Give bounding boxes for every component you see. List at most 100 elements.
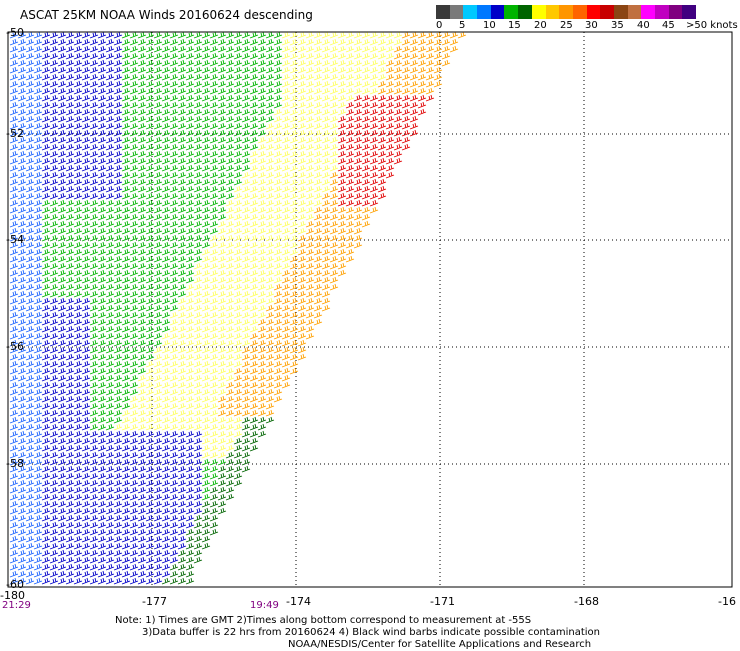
wind-barb: [49, 493, 59, 501]
wind-barb: [81, 115, 91, 123]
wind-barb: [129, 122, 139, 130]
wind-barb: [113, 388, 123, 396]
wind-barb: [81, 507, 91, 515]
wind-barb: [297, 311, 307, 319]
wind-barb: [361, 108, 371, 116]
wind-barb: [281, 213, 291, 221]
wind-barb: [169, 255, 179, 263]
wind-barb: [121, 563, 131, 571]
wind-barb: [25, 269, 35, 277]
wind-barb: [313, 318, 323, 326]
wind-barb: [193, 451, 203, 459]
wind-barb: [41, 451, 51, 459]
wind-barb: [73, 535, 83, 543]
wind-barb: [337, 157, 347, 165]
wind-barb: [289, 115, 299, 123]
wind-barb: [177, 465, 187, 473]
wind-barb: [185, 577, 195, 585]
wind-barb: [81, 171, 91, 179]
wind-barb: [161, 38, 171, 46]
wind-barb: [313, 157, 323, 165]
wind-barb: [9, 206, 19, 214]
wind-barb: [305, 87, 315, 95]
wind-barb: [57, 535, 67, 543]
wind-barb: [401, 129, 411, 137]
wind-barb: [273, 339, 283, 347]
wind-barb: [177, 542, 187, 550]
wind-barb: [89, 234, 99, 242]
wind-barb: [65, 31, 75, 39]
wind-barb: [89, 451, 99, 459]
wind-barb: [129, 87, 139, 95]
wind-barb: [345, 45, 355, 53]
wind-barb: [97, 227, 107, 235]
wind-barb: [169, 444, 179, 452]
wind-barb: [201, 542, 211, 550]
wind-barb: [225, 311, 235, 319]
wind-barb: [57, 129, 67, 137]
wind-barb: [417, 45, 427, 53]
wind-barb: [185, 45, 195, 53]
wind-barb: [33, 129, 43, 137]
wind-barb: [193, 500, 203, 508]
wind-barb: [273, 325, 283, 333]
wind-barb: [289, 185, 299, 193]
wind-barb: [265, 178, 275, 186]
wind-barb: [209, 507, 219, 515]
wind-barb: [385, 59, 395, 67]
wind-barb: [73, 143, 83, 151]
wind-barb: [209, 122, 219, 130]
wind-barb: [153, 444, 163, 452]
wind-barb: [329, 66, 339, 74]
wind-barb: [65, 59, 75, 67]
wind-barb: [49, 66, 59, 74]
wind-barb: [313, 206, 323, 214]
wind-barb: [241, 234, 251, 242]
wind-barb: [145, 297, 155, 305]
wind-barb: [33, 423, 43, 431]
wind-barb: [73, 388, 83, 396]
wind-barb: [41, 514, 51, 522]
wind-barb: [121, 318, 131, 326]
wind-barb: [369, 108, 379, 116]
wind-barb: [65, 423, 75, 431]
wind-barb: [273, 143, 283, 151]
wind-barb: [273, 381, 283, 389]
wind-barb: [113, 367, 123, 375]
wind-barb: [193, 535, 203, 543]
wind-barb: [257, 157, 267, 165]
wind-barb: [9, 507, 19, 515]
wind-barb: [345, 248, 355, 256]
wind-barb: [137, 311, 147, 319]
wind-barb: [25, 388, 35, 396]
wind-barb: [49, 542, 59, 550]
wind-barb: [137, 290, 147, 298]
wind-barb: [113, 381, 123, 389]
wind-barb: [161, 276, 171, 284]
wind-barb: [177, 38, 187, 46]
wind-barb: [33, 395, 43, 403]
wind-barb: [65, 52, 75, 60]
wind-barb: [97, 45, 107, 53]
wind-barb: [225, 353, 235, 361]
wind-barb: [33, 332, 43, 340]
wind-barb: [257, 213, 267, 221]
wind-barb: [57, 388, 67, 396]
wind-barb: [393, 122, 403, 130]
wind-barb: [129, 213, 139, 221]
wind-barb: [145, 192, 155, 200]
wind-barb: [193, 157, 203, 165]
wind-barb: [273, 269, 283, 277]
wind-barb: [353, 31, 363, 39]
wind-barb: [41, 164, 51, 172]
wind-barb: [73, 248, 83, 256]
wind-barb: [49, 185, 59, 193]
wind-barb: [73, 556, 83, 564]
wind-barb: [337, 262, 347, 270]
colorbar-segment: [449, 5, 464, 19]
wind-barb: [121, 472, 131, 480]
wind-barb: [425, 38, 435, 46]
wind-barb: [89, 143, 99, 151]
wind-barb: [145, 514, 155, 522]
wind-barb: [217, 395, 227, 403]
